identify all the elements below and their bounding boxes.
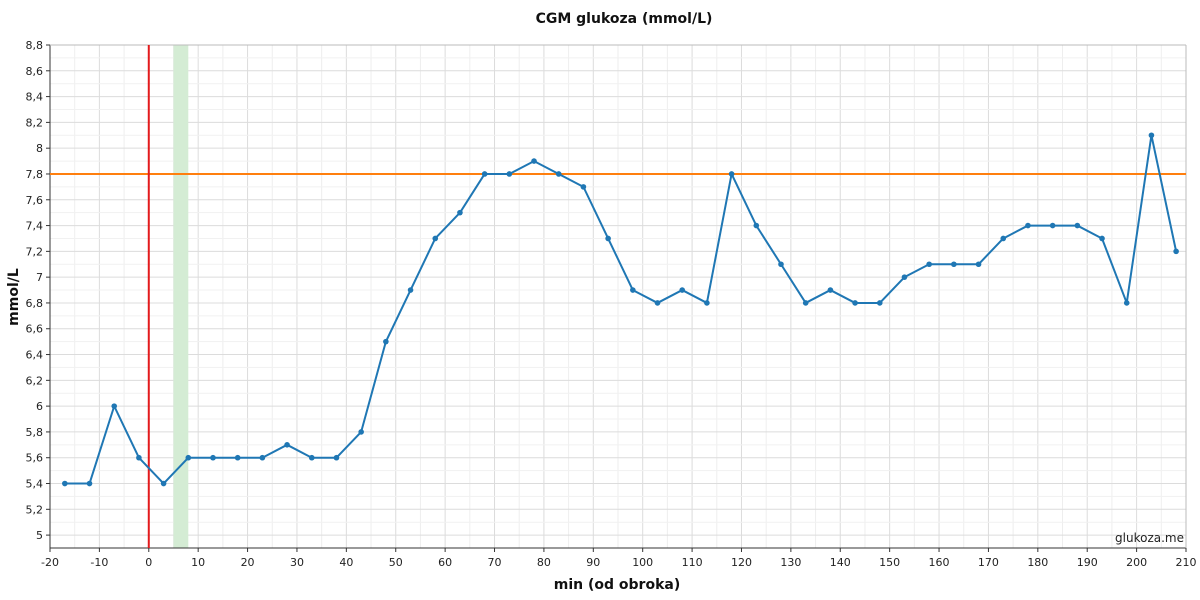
x-tick-label: 80: [537, 556, 551, 569]
glucose-point: [210, 454, 216, 461]
glucose-point: [975, 261, 982, 268]
y-tick-label: 8,8: [26, 39, 44, 52]
x-tick-label: 70: [488, 556, 502, 569]
glucose-point: [111, 403, 118, 409]
y-tick-label: 7,6: [26, 194, 44, 207]
meal-shaded-band: [173, 45, 189, 548]
y-tick-label: 8,6: [26, 65, 44, 78]
x-tick-label: 100: [632, 556, 653, 569]
glucose-point: [358, 429, 364, 435]
glucose-point: [876, 300, 883, 306]
glucose-point: [555, 171, 562, 177]
glucose-point: [506, 171, 513, 177]
glucose-point: [1148, 132, 1155, 139]
y-tick-label: 5,2: [26, 503, 44, 516]
glucose-point: [259, 454, 266, 461]
y-tick-label: 6,2: [26, 374, 44, 387]
glucose-point: [457, 209, 463, 216]
x-tick-label: 210: [1176, 556, 1197, 569]
y-tick-label: 5,6: [26, 452, 44, 465]
x-axis-label: min (od obroka): [554, 577, 680, 593]
glucose-point: [86, 480, 93, 487]
y-tick-label: 5,4: [26, 478, 44, 491]
glucose-point: [852, 300, 858, 306]
glucose-point: [827, 287, 834, 293]
glucose-point: [630, 287, 636, 293]
x-tick-label: 110: [682, 556, 703, 569]
x-tick-label: 190: [1077, 556, 1098, 569]
y-tick-label: 7,2: [26, 245, 44, 258]
y-tick-label: 6,4: [26, 349, 44, 362]
glucose-point: [383, 338, 389, 345]
x-tick-label: 170: [978, 556, 999, 569]
glucose-point: [407, 287, 414, 293]
glucose-point: [531, 158, 537, 164]
x-tick-label: 90: [586, 556, 600, 569]
y-tick-label: 8,4: [26, 91, 44, 104]
plot-area: -20 -10 0 10 20 30 40 50 60 70 80 90 100 110 120 130 140…: [26, 39, 1197, 569]
y-tick-label: 6: [36, 400, 43, 413]
glucose-point: [284, 442, 290, 448]
y-tick-label: 7: [36, 271, 43, 284]
glucose-line: [64, 134, 1178, 485]
glucose-point: [1025, 222, 1031, 229]
x-tick-label: 20: [241, 556, 255, 569]
glucose-point: [778, 261, 784, 268]
glucose-point: [605, 235, 611, 242]
glucose-point: [951, 261, 957, 268]
glucose-point: [1000, 235, 1007, 242]
x-tick-label: 60: [438, 556, 452, 569]
x-tick-label: 180: [1027, 556, 1048, 569]
x-tick-label: 10: [191, 556, 205, 569]
glucose-point: [580, 184, 587, 190]
x-tick-label: 120: [731, 556, 752, 569]
x-tick-label: 130: [780, 556, 801, 569]
y-tick-label: 7,8: [26, 168, 44, 181]
glucose-point: [753, 222, 760, 229]
glucose-point: [136, 454, 142, 461]
glucose-point: [926, 261, 932, 268]
glucose-point: [333, 454, 340, 461]
glucose-point: [234, 454, 241, 461]
glucose-point: [679, 287, 686, 293]
x-tick-label: 200: [1126, 556, 1147, 569]
y-tick-label: 6,6: [26, 323, 44, 336]
x-tick-label: -20: [41, 556, 59, 569]
glucose-point: [160, 480, 167, 487]
x-tick-label: 0: [145, 556, 152, 569]
glucose-point: [654, 300, 661, 306]
y-tick-label: 6,8: [26, 297, 44, 310]
glucose-point: [704, 300, 710, 306]
glucose-point: [1099, 235, 1105, 242]
y-tick-label: 5,8: [26, 426, 44, 439]
y-tick-label: 8,2: [26, 116, 44, 129]
x-tick-label: 40: [339, 556, 353, 569]
x-tick-label: 150: [879, 556, 900, 569]
y-tick-label: 5: [36, 529, 43, 542]
y-tick-label: 7,4: [26, 220, 44, 233]
glucose-point: [432, 235, 439, 242]
glucose-point: [185, 454, 192, 461]
glucose-point: [481, 171, 488, 177]
x-tick-label: 30: [290, 556, 304, 569]
glucose-point: [1049, 222, 1056, 229]
x-tick-label: 50: [389, 556, 403, 569]
glucose-point: [901, 274, 908, 280]
x-tick-label: 160: [929, 556, 950, 569]
glucose-point: [728, 171, 735, 177]
x-tick-label: 140: [830, 556, 851, 569]
glucose-point: [802, 300, 809, 306]
glucose-point: [1074, 222, 1081, 229]
y-tick-label: 8: [36, 142, 43, 155]
glucose-point: [1123, 300, 1130, 306]
y-axis-label: mmol/L: [6, 268, 22, 326]
chart-title: CGM glukoza (mmol/L): [536, 11, 713, 27]
glucose-point: [308, 454, 315, 461]
x-tick-label: -10: [90, 556, 108, 569]
watermark-text: glukoza.me: [1115, 531, 1184, 545]
glucose-point: [1173, 248, 1179, 255]
glucose-point: [62, 480, 68, 487]
